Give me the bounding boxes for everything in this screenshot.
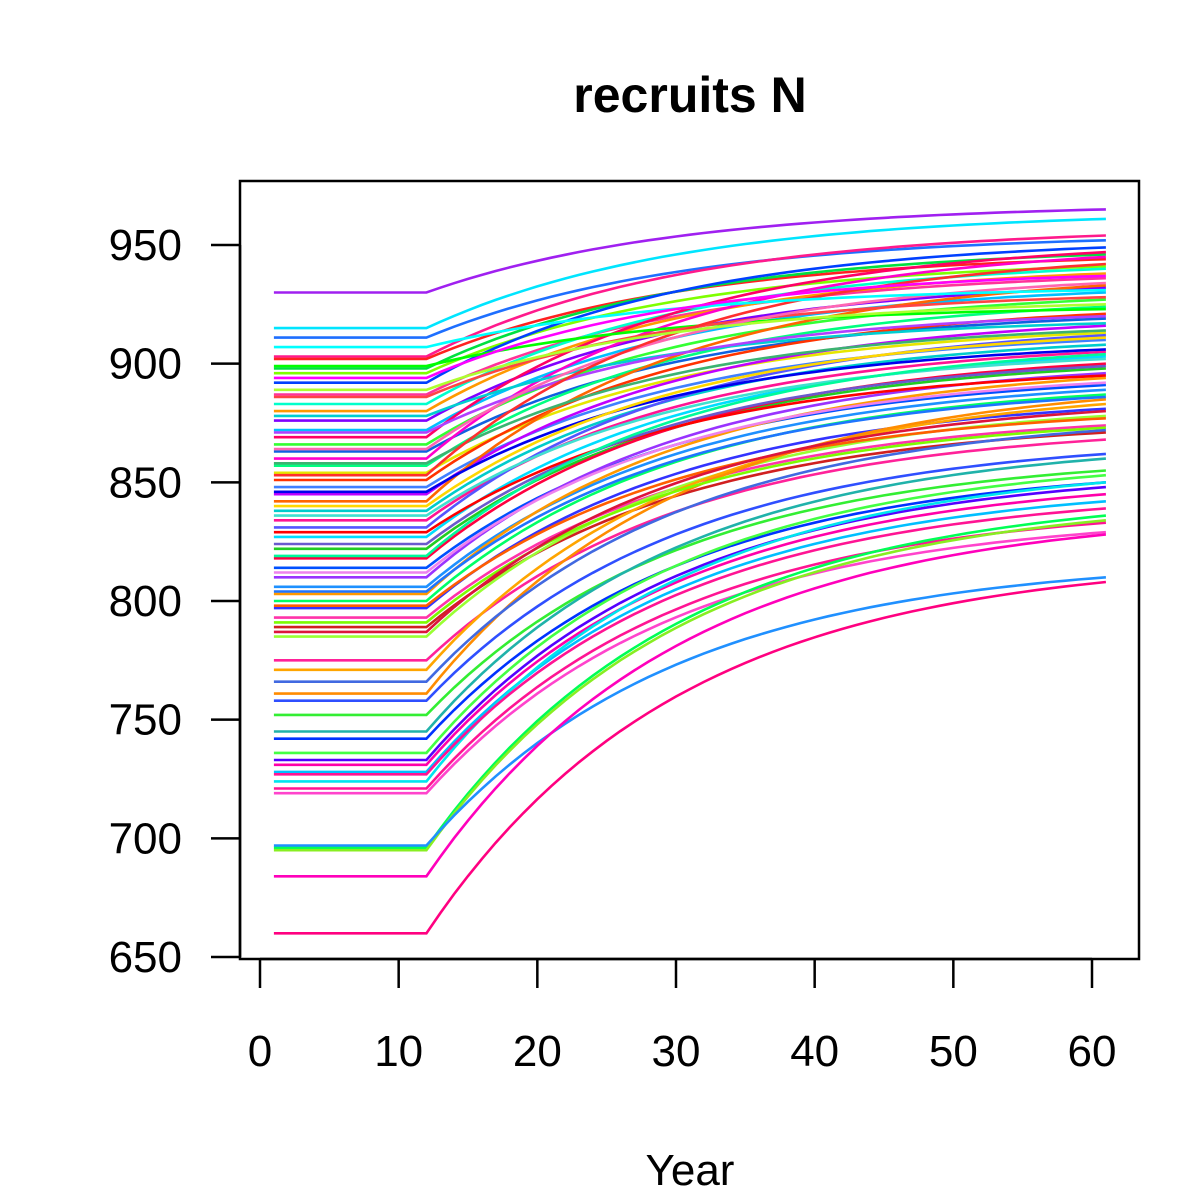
y-tick-label: 800	[109, 577, 182, 626]
series-line-41	[273, 398, 1107, 695]
series-line-27	[273, 355, 1106, 539]
series-line-22	[273, 324, 1106, 496]
series-line-8	[273, 246, 1106, 385]
series-line-76	[273, 457, 1107, 733]
series-line-35	[273, 407, 1106, 610]
x-tick-label: 20	[513, 1027, 562, 1076]
series-line-36	[273, 424, 1106, 619]
series-line-61	[273, 281, 1106, 451]
series-line-23	[273, 284, 1106, 503]
y-tick-label: 850	[109, 458, 182, 507]
x-tick-label: 40	[790, 1027, 839, 1076]
series-line-66	[273, 357, 1106, 517]
series-line-65	[273, 336, 1106, 508]
series-line-45	[273, 473, 1107, 755]
series-line-53	[273, 519, 1107, 852]
series-line-56	[273, 580, 1107, 935]
series-line-16	[273, 317, 1106, 453]
series-line-42	[273, 452, 1106, 703]
series-line-1	[273, 208, 1106, 294]
series-line-59	[273, 322, 1106, 418]
series-line-2	[273, 217, 1106, 330]
y-tick-label: 900	[109, 340, 182, 389]
series-line-78	[273, 288, 1106, 349]
y-tick-label: 950	[109, 221, 182, 270]
y-axis: 650 700 750 800 850 900 950	[109, 221, 242, 982]
series-line-63	[273, 262, 1106, 477]
series-line-47	[273, 492, 1107, 767]
series-line-75	[273, 428, 1107, 684]
y-tick-label: 750	[109, 696, 182, 745]
x-tick-label: 0	[248, 1027, 272, 1076]
series-line-64	[273, 348, 1106, 494]
series-line-14	[273, 250, 1106, 439]
x-tick-label: 10	[374, 1027, 423, 1076]
series-line-74	[273, 409, 1106, 634]
series-line-55	[273, 533, 1107, 878]
x-tick-label: 50	[929, 1027, 978, 1076]
series-line-44	[273, 481, 1107, 741]
series-line-62	[273, 329, 1106, 465]
series-line-17	[273, 255, 1106, 460]
x-tick-label: 30	[652, 1027, 701, 1076]
series-line-52	[273, 514, 1107, 850]
series-group	[273, 208, 1107, 935]
series-line-68	[273, 364, 1106, 546]
series-line-39	[273, 438, 1106, 662]
x-axis-label: Year	[646, 1146, 735, 1195]
x-axis: 0 10 20 30 40 50 60	[248, 957, 1117, 1076]
y-tick-label: 650	[109, 933, 182, 982]
series-line-54	[273, 576, 1107, 847]
chart-title: recruits N	[573, 67, 806, 123]
series-line-79	[273, 274, 1106, 380]
series-line-69	[273, 352, 1106, 558]
series-line-67	[273, 374, 1106, 534]
series-line-71	[273, 395, 1106, 593]
series-line-43	[273, 469, 1106, 717]
series-line-51	[273, 530, 1106, 795]
series-line-50	[273, 521, 1107, 790]
series-line-4	[273, 234, 1106, 358]
series-line-80	[273, 303, 1106, 392]
series-line-77	[273, 507, 1107, 776]
series-line-70	[273, 381, 1106, 574]
x-tick-label: 60	[1068, 1027, 1117, 1076]
y-tick-label: 700	[109, 814, 182, 863]
series-line-40	[273, 402, 1107, 672]
series-line-5	[273, 257, 1106, 361]
series-line-49	[273, 481, 1107, 783]
